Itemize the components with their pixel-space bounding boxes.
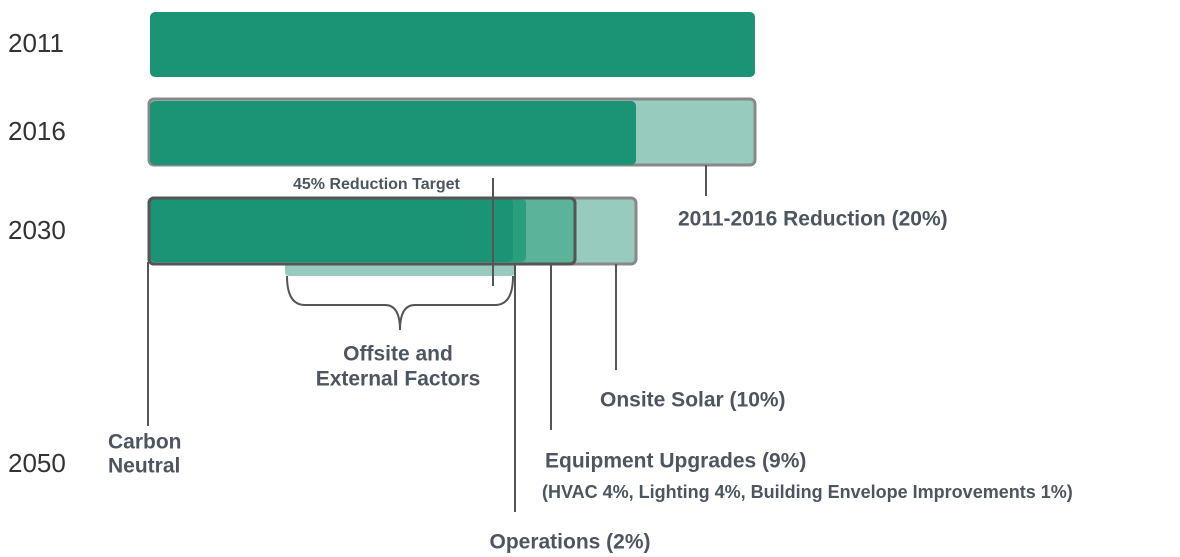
- label: 45% Reduction Target: [293, 176, 461, 193]
- label: Onsite Solar (10%): [600, 389, 786, 412]
- label: Neutral: [108, 455, 180, 478]
- year-label: 2011: [8, 28, 64, 58]
- bar-2030-outline: [147, 196, 577, 266]
- label: Carbon: [108, 431, 182, 454]
- brace: [286, 275, 514, 331]
- label: (HVAC 4%, Lighting 4%, Building Envelope…: [542, 482, 1073, 502]
- label: Offsite and: [343, 343, 453, 366]
- year-label: 2030: [8, 215, 66, 245]
- year-label: 2016: [8, 116, 66, 146]
- label: Equipment Upgrades (9%): [545, 450, 806, 473]
- label: 2011-2016 Reduction (20%): [678, 208, 948, 231]
- label: External Factors: [316, 368, 481, 391]
- year-label: 2050: [8, 448, 66, 478]
- bar-2016: [150, 101, 636, 165]
- bar-2030: [150, 198, 513, 262]
- label: Operations (2%): [489, 531, 650, 554]
- bar-2011: [150, 12, 755, 77]
